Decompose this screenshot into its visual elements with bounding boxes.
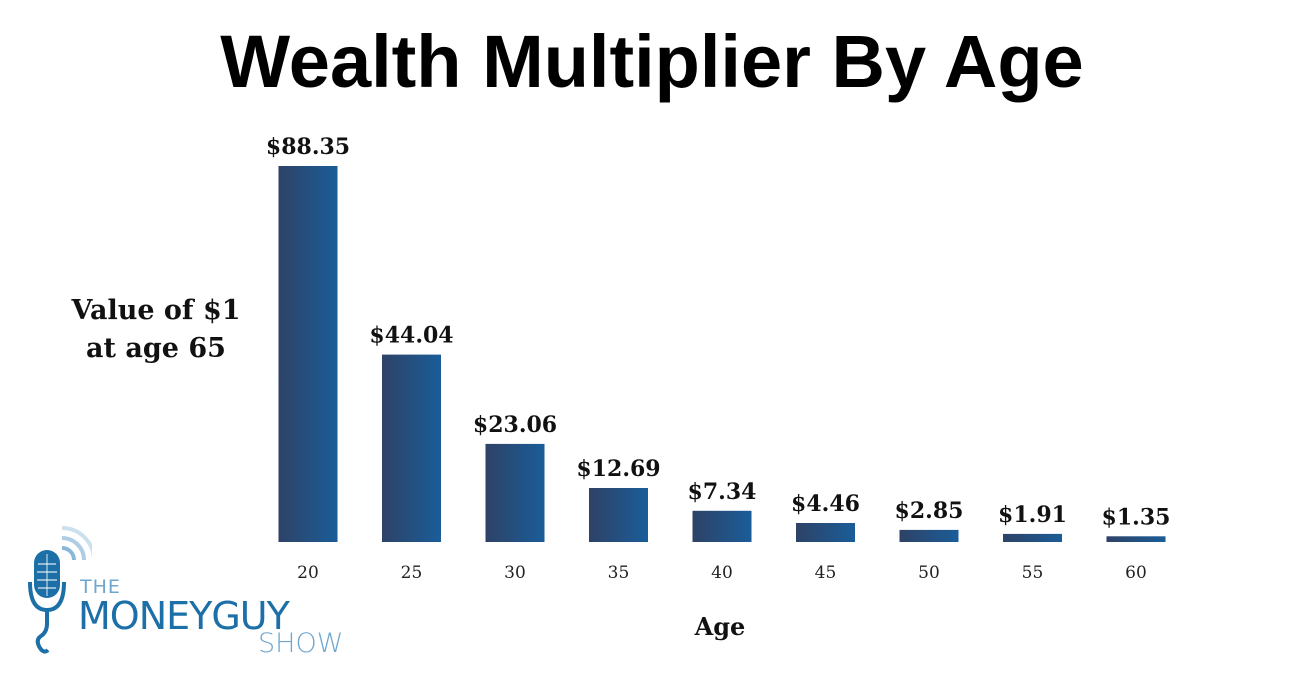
bar-age-60 (1106, 536, 1166, 542)
x-tick-label-30: 30 (504, 563, 526, 583)
data-label-age-30: $23.06 (473, 412, 557, 438)
data-label-age-60: $1.35 (1102, 504, 1171, 530)
bar-age-40 (692, 510, 752, 542)
chart-title: Wealth Multiplier By Age (220, 20, 1084, 103)
bars-group (278, 166, 1166, 542)
bar-age-30 (485, 443, 545, 542)
x-tick-label-60: 60 (1125, 563, 1147, 583)
data-label-age-50: $2.85 (895, 498, 964, 524)
data-label-age-25: $44.04 (369, 323, 453, 349)
bar-age-45 (796, 523, 855, 542)
x-tick-labels-group: 20 25 30 35 40 45 50 55 60 (297, 563, 1147, 583)
bar-age-55 (1003, 533, 1062, 542)
money-guy-show-logo: THE MONEYGUY SHOW (22, 520, 382, 670)
data-label-age-20: $88.35 (266, 134, 350, 160)
data-label-age-55: $1.91 (998, 502, 1067, 528)
bar-age-35 (589, 488, 648, 542)
bar-age-25 (382, 354, 441, 542)
x-tick-label-35: 35 (608, 563, 630, 583)
x-tick-label-55: 55 (1022, 563, 1044, 583)
bar-age-20 (278, 166, 338, 542)
x-tick-label-45: 45 (815, 563, 837, 583)
logo-text-the: THE (80, 576, 121, 598)
x-tick-label-20: 20 (297, 563, 319, 583)
data-labels-group: $88.35 $44.04 $23.06 $12.69 $7.34 $4.46 $2.85 $… (266, 134, 1171, 530)
microphone-icon (28, 526, 92, 654)
x-tick-label-50: 50 (918, 563, 940, 583)
data-label-age-35: $12.69 (576, 456, 660, 482)
logo-text-moneyguy: MONEYGUY (78, 594, 290, 638)
logo-text-show: SHOW (258, 628, 344, 659)
y-axis-label: Value of $1 at age 65 (71, 295, 241, 364)
data-label-age-45: $4.46 (791, 491, 860, 517)
data-label-age-40: $7.34 (688, 479, 757, 505)
x-tick-label-40: 40 (711, 563, 733, 583)
x-tick-label-25: 25 (401, 563, 423, 583)
bar-age-50 (899, 529, 959, 542)
x-axis-label: Age (694, 612, 746, 641)
